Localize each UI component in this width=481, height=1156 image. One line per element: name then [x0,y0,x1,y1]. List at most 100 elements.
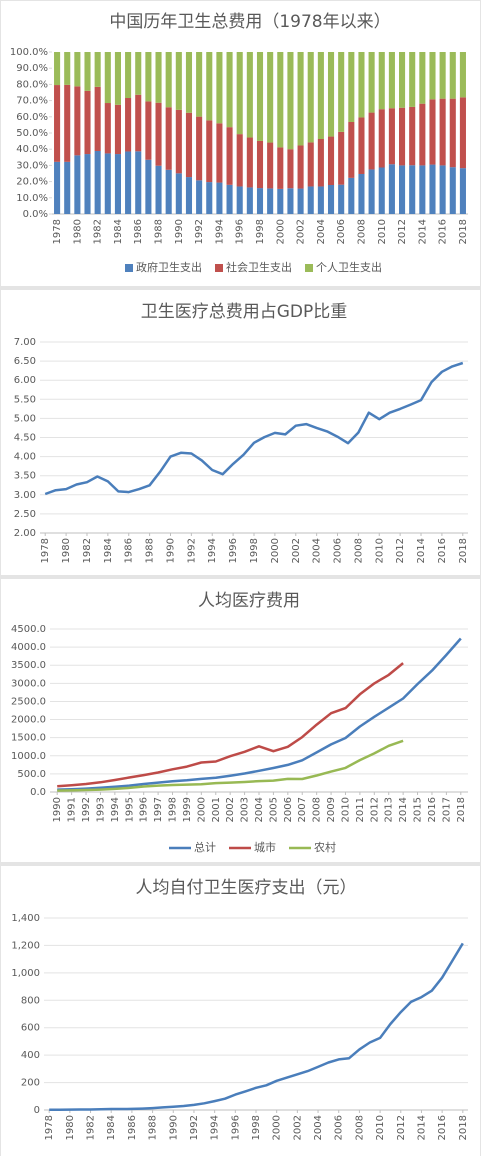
bar-segment [287,188,294,214]
bar-segment [419,165,426,214]
bar-segment [145,159,152,214]
x-tick-label: 1998 [255,219,266,244]
bar-segment [165,169,172,214]
bar-segment [196,116,203,181]
y-tick-label: 50.0% [16,128,48,139]
bar-segment [175,52,182,110]
y-tick-label: 6.50 [14,356,36,367]
bar-segment [54,85,61,162]
bar-segment [449,167,456,214]
bar-segment [206,120,213,183]
bar-segment [439,165,446,214]
x-tick-label: 1996 [228,538,239,563]
bar-segment [277,52,284,148]
x-tick-label: 1982 [86,1115,97,1140]
x-tick-label: 2009 [326,797,337,822]
chart-title: 卫生医疗总费用占GDP比重 [141,302,348,322]
x-tick-label: 1986 [133,219,144,244]
bar-segment [358,117,365,174]
x-tick-label: 1999 [182,797,193,822]
bar-segment [287,149,294,189]
x-tick-label: 2002 [225,797,236,822]
x-tick-label: 1980 [65,1115,76,1140]
x-tick-label: 2002 [292,1115,303,1140]
x-tick-label: 2004 [312,538,323,563]
x-tick-label: 1998 [249,538,260,563]
bar-segment [317,138,324,187]
x-tick-label: 1990 [52,797,63,822]
y-tick-label: 0.0% [23,209,48,220]
x-tick-label: 1986 [127,1115,138,1140]
bar-segment [155,102,162,166]
x-tick-label: 1995 [124,797,135,822]
bar-segment [307,142,314,187]
x-tick-label: 1992 [186,538,197,563]
x-tick-label: 2010 [340,797,351,822]
line [49,942,464,1111]
x-tick-label: 2008 [354,1115,365,1140]
panel [1,866,480,1156]
x-tick-label: 2004 [254,797,265,822]
bar-segment [256,188,264,214]
bar-segment [378,167,385,214]
legend-swatch [305,264,313,272]
x-tick-label: 2000 [270,538,281,563]
x-tick-label: 2000 [196,797,207,822]
bar-segment [236,52,243,135]
x-tick-label: 1993 [95,797,106,822]
bar-segment [297,52,304,146]
x-tick-label: 2006 [333,538,344,563]
x-tick-label: 2012 [395,538,406,563]
x-tick-label: 2011 [355,797,366,822]
bar-segment [94,86,101,151]
y-tick-label: 500.0 [17,769,46,780]
bar-segment [165,107,172,170]
bar-segment [338,184,345,214]
bar-segment [236,134,243,187]
bar-segment [419,52,426,104]
x-tick-label: 2012 [397,219,408,244]
x-tick-label: 2007 [297,797,308,822]
x-tick-label: 2013 [384,797,395,822]
bar-segment [348,52,355,122]
x-tick-label: 2002 [296,219,307,244]
y-tick-label: 60.0% [16,112,48,123]
bar-segment [256,140,264,189]
x-tick-label: 2016 [437,1115,448,1140]
x-tick-label: 2016 [438,219,449,244]
bar-segment [287,52,294,150]
bar-segment [368,52,375,113]
x-tick-label: 2018 [458,219,469,244]
x-tick-label: 2014 [416,1115,427,1140]
bar-segment [348,121,355,178]
x-tick-label: 2003 [240,797,251,822]
bar-segment [114,154,121,214]
y-tick-label: 600 [21,1023,40,1034]
x-tick-label: 2006 [283,797,294,822]
chart-title: 人均自付卫生医疗支出（元） [136,878,357,898]
legend-label: 农村 [314,840,336,854]
x-tick-label: 2012 [369,797,380,822]
x-tick-label: 1997 [153,797,164,822]
bar-segment [277,188,284,214]
chart-title: 中国历年卫生总费用（1978年以来） [109,12,390,32]
x-tick-label: 2004 [316,219,327,244]
bar-segment [459,97,466,169]
line [57,662,404,788]
y-tick-label: 5.00 [14,413,36,424]
x-tick-label: 2018 [458,538,469,563]
bar-segment [185,52,193,113]
bar-segment [459,168,466,214]
x-tick-label: 1984 [106,1115,117,1140]
x-tick-label: 2018 [458,1115,469,1140]
x-tick-label: 2010 [375,1115,386,1140]
bar-segment [175,173,182,214]
bar-segment [409,52,416,107]
x-tick-label: 1994 [110,797,121,822]
x-tick-label: 1978 [44,1115,55,1140]
bar-segment [338,131,345,185]
bar-segment [155,52,162,103]
bar-segment [307,186,314,214]
bar-segment [145,101,152,160]
